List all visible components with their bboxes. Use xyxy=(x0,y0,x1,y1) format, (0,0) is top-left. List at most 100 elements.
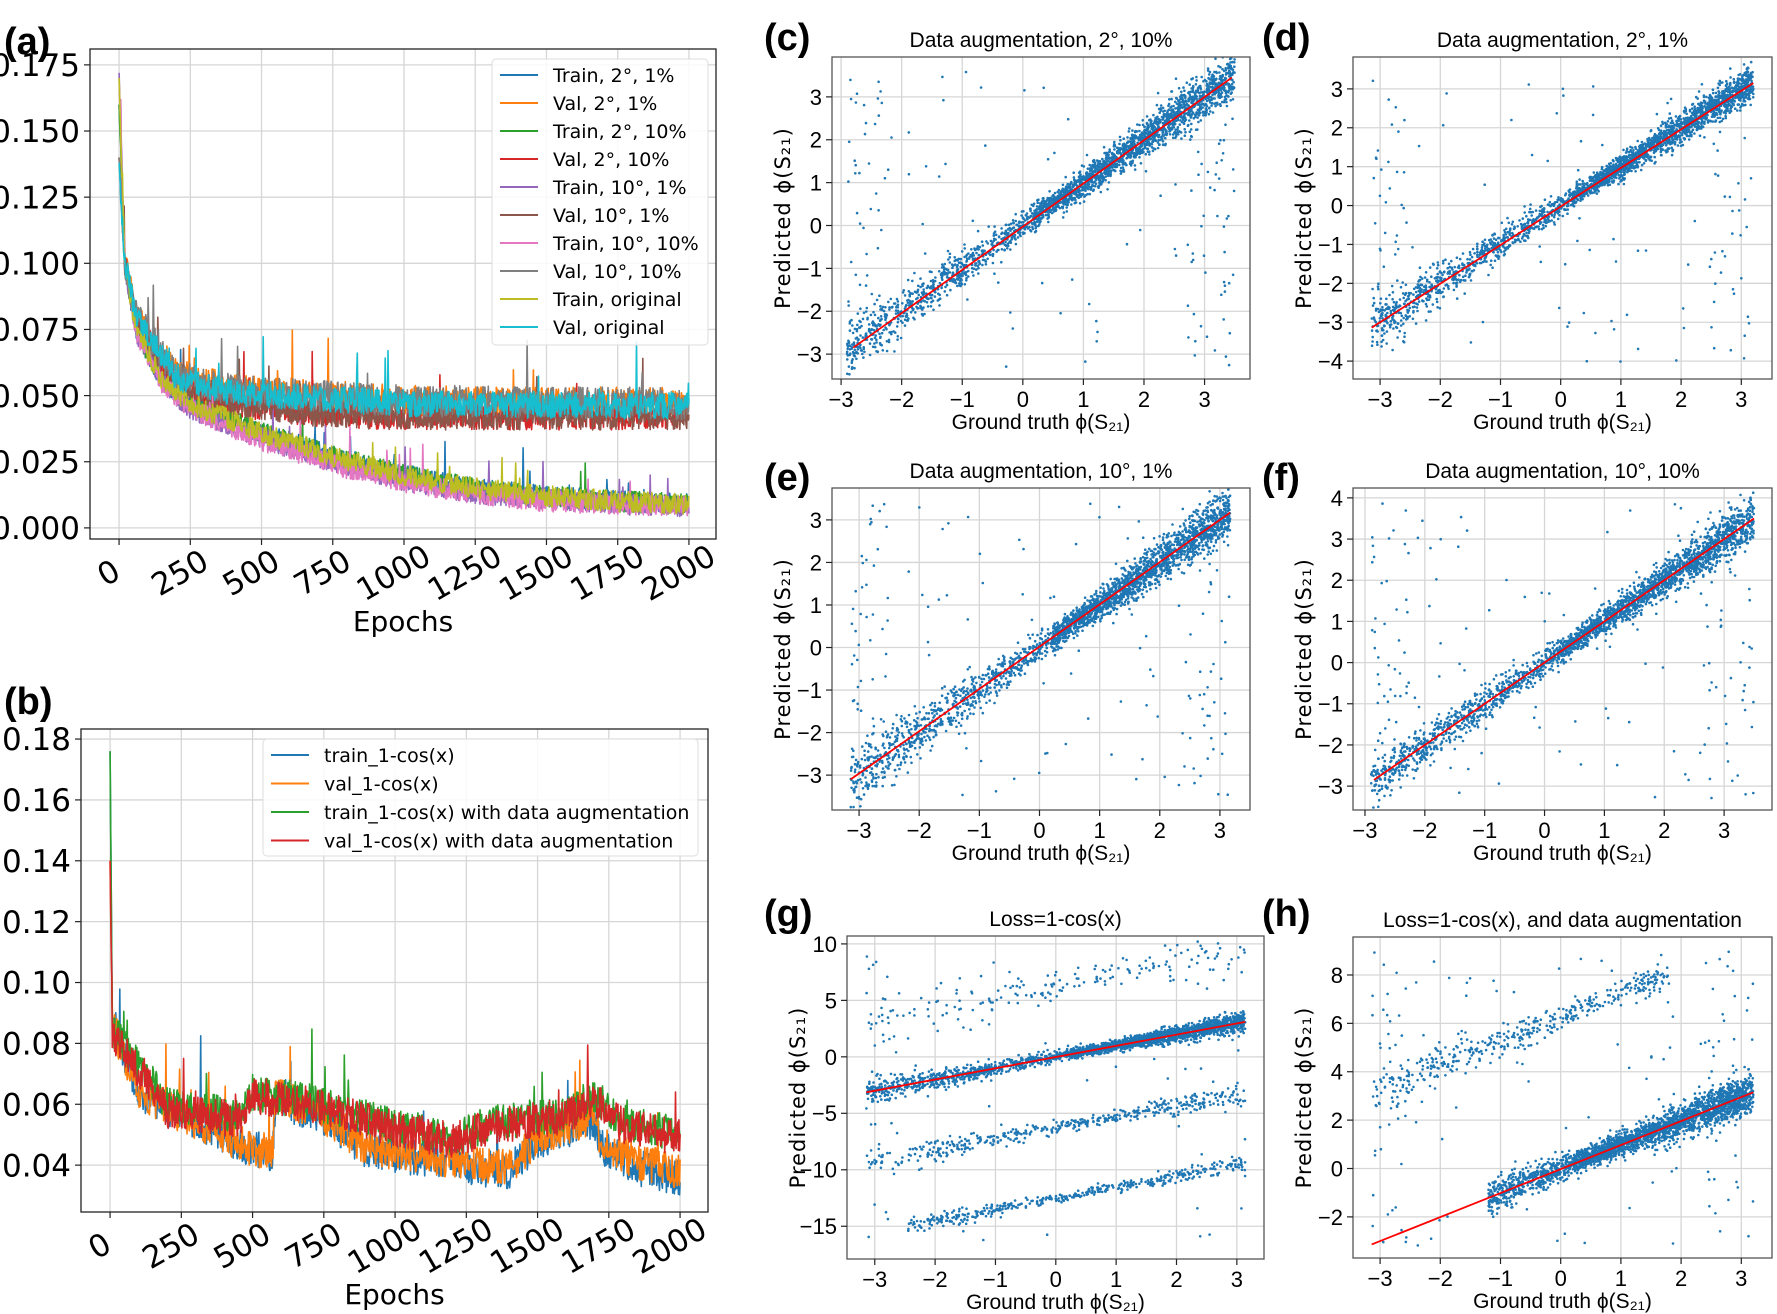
scatter-point xyxy=(1181,96,1184,99)
scatter-point xyxy=(1156,122,1159,125)
scatter-point xyxy=(896,306,900,309)
scatter-point xyxy=(1521,217,1525,220)
scatter-point xyxy=(1188,83,1191,86)
scatter-point xyxy=(1208,106,1211,110)
scatter-point xyxy=(1041,214,1045,218)
scatter-point xyxy=(855,327,859,331)
scatter-point xyxy=(1732,77,1736,81)
scatter-point xyxy=(1190,97,1194,100)
scatter-point xyxy=(1178,123,1182,126)
scatter-point xyxy=(1504,233,1508,236)
scatter-point xyxy=(1127,152,1131,156)
scatter-point-outlier xyxy=(1011,327,1015,330)
x-tick-label: 1750 xyxy=(564,538,650,609)
scatter-point xyxy=(1078,202,1082,205)
x-tick-label: 1000 xyxy=(351,538,437,609)
legend-entry: train_1-cos(x) xyxy=(324,745,455,767)
scatter-point-outlier xyxy=(858,171,861,175)
scatter-point xyxy=(1230,67,1233,70)
scatter-point xyxy=(1629,148,1632,152)
scatter-point xyxy=(1528,230,1531,233)
scatter-point xyxy=(1221,67,1224,71)
scatter-point xyxy=(1400,314,1404,318)
scatter-point xyxy=(901,302,904,305)
scatter-point xyxy=(1164,129,1168,132)
scatter-point xyxy=(948,261,952,264)
scatter-point xyxy=(913,271,916,275)
scatter-point xyxy=(1141,123,1145,127)
scatter-point xyxy=(1380,340,1383,344)
scatter-point xyxy=(891,305,894,309)
scatter-point xyxy=(1698,121,1701,124)
scatter-point-outlier xyxy=(1212,80,1216,84)
scatter-point xyxy=(940,275,944,278)
scatter-point xyxy=(1141,119,1145,122)
scatter-point xyxy=(932,308,935,312)
scatter-point xyxy=(1137,136,1140,139)
scatter-point xyxy=(957,282,961,285)
scatter-point xyxy=(1132,139,1135,143)
scatter-point xyxy=(934,291,937,294)
scatter-point xyxy=(1138,129,1141,133)
scatter-point xyxy=(1033,212,1036,215)
scatter-point xyxy=(1390,284,1394,288)
scatter-point xyxy=(1687,128,1691,132)
y-tick-label: 0.050 xyxy=(0,379,80,415)
scatter-point xyxy=(956,263,959,267)
legend-entry: Train, 2°, 10% xyxy=(552,121,687,143)
scatter-point xyxy=(1136,123,1139,126)
scatter-point xyxy=(1118,147,1121,151)
scatter-point xyxy=(919,285,922,289)
scatter-point xyxy=(1484,255,1488,258)
y-tick-label: 0.000 xyxy=(0,511,80,547)
scatter-point xyxy=(1159,104,1163,107)
scatter-point xyxy=(1140,144,1144,147)
scatter-point xyxy=(943,262,947,266)
scatter-point xyxy=(1040,201,1044,205)
x-tick-label: −3 xyxy=(829,387,854,412)
y-tick-label: 0.150 xyxy=(0,114,80,150)
scatter-point xyxy=(1231,71,1235,75)
scatter-point xyxy=(1107,181,1111,184)
scatter-point-outlier xyxy=(1087,302,1091,306)
scatter-point xyxy=(1200,75,1203,79)
scatter-point xyxy=(1644,145,1648,148)
scatter-point xyxy=(896,311,900,315)
scatter-point xyxy=(1442,287,1446,290)
scatter-point xyxy=(1124,147,1127,151)
scatter-point-outlier xyxy=(1125,242,1129,246)
scatter-point xyxy=(932,283,935,286)
scatter-point xyxy=(871,320,875,323)
scatter-point xyxy=(1691,128,1695,132)
scatter-point xyxy=(956,267,960,271)
scatter-point xyxy=(909,310,913,314)
scatter-point xyxy=(1228,87,1231,90)
scatter-point xyxy=(1011,219,1015,222)
series-line xyxy=(109,860,681,1158)
scatter-point xyxy=(890,332,893,336)
scatter-point xyxy=(1088,192,1091,196)
scatter-point-outlier xyxy=(1204,271,1207,274)
scatter-point xyxy=(1055,196,1058,199)
scatter-point xyxy=(1119,169,1122,173)
scatter-point xyxy=(1014,238,1017,241)
scatter-point xyxy=(1441,273,1444,277)
scatter-point xyxy=(1125,157,1128,160)
scatter-point xyxy=(1064,175,1067,179)
scatter-point xyxy=(896,300,900,303)
scatter-point-outlier xyxy=(1199,96,1203,99)
scatter-point xyxy=(875,338,878,342)
scatter-point xyxy=(1215,77,1218,81)
scatter-point xyxy=(1208,99,1211,102)
scatter-point xyxy=(1552,221,1556,224)
scatter-point xyxy=(1438,306,1442,310)
scatter-point xyxy=(922,288,925,291)
scatter-point xyxy=(1725,83,1728,87)
scatter-point xyxy=(1623,160,1626,163)
scatter-point xyxy=(1414,290,1418,294)
scatter-point-outlier xyxy=(883,176,887,180)
scatter-point xyxy=(952,264,955,267)
scatter-point xyxy=(853,327,857,331)
scatter-point xyxy=(896,309,900,313)
scatter-point xyxy=(1485,260,1488,263)
